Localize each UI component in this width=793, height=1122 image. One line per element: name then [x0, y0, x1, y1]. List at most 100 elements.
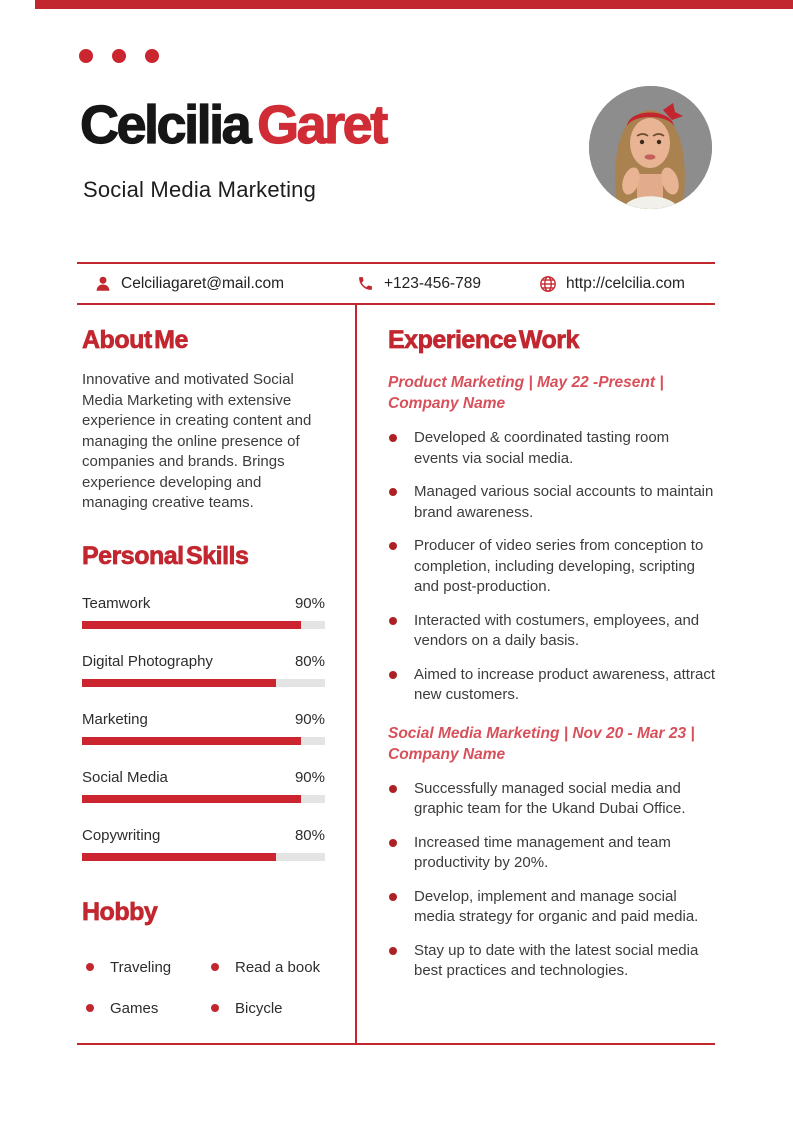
hobby-label: Traveling [110, 958, 172, 976]
contact-bar: Celciliagaret@mail.com +123-456-789 http… [77, 262, 715, 305]
skill-row: Digital Photography 80% [82, 653, 325, 687]
bullet-dot-icon [86, 963, 94, 971]
skill-bar-fill [82, 678, 277, 687]
job-bullet: Develop, implement and manage social med… [388, 887, 715, 928]
skill-head: Marketing 90% [82, 711, 325, 728]
globe-icon [539, 275, 557, 293]
skill-bar-track [82, 620, 325, 629]
skill-head: Teamwork 90% [82, 595, 325, 612]
decorative-dots [79, 49, 159, 63]
skill-bar-fill [82, 794, 301, 803]
skill-label: Social Media [82, 768, 168, 786]
right-column: Experience Work Product Marketing | May … [388, 326, 715, 982]
contact-phone: +123-456-789 [357, 264, 481, 303]
skill-percent: 90% [294, 594, 325, 612]
job-bullet: Stay up to date with the latest social m… [388, 941, 715, 982]
avatar [589, 86, 712, 209]
bullet-text: Successfully managed social media and gr… [414, 779, 686, 818]
skill-bar-track [82, 852, 325, 861]
about-text: Innovative and motivated Social Media Ma… [82, 371, 312, 511]
bullet-dot-icon [86, 1004, 94, 1012]
job-title-line: Social Media Marketing | Nov 20 - Mar 23… [388, 724, 695, 742]
skill-label: Teamwork [82, 594, 151, 612]
column-divider [355, 303, 357, 1043]
hobby-label: Games [110, 999, 159, 1017]
skill-bar-track [82, 736, 325, 745]
bullet-dot-icon [211, 1004, 219, 1012]
contact-website: http://celcilia.com [539, 264, 685, 303]
bullet-dot-icon [389, 784, 397, 793]
bullet-dot-icon [389, 488, 397, 496]
job-bullet: Successfully managed social media and gr… [388, 779, 715, 820]
skill-row: Marketing 90% [82, 711, 325, 745]
job-bullet: Interacted with costumers, employees, an… [388, 611, 715, 652]
skill-row: Copywriting 80% [82, 827, 325, 861]
job-bullet: Aimed to increase product awareness, att… [388, 665, 715, 706]
skill-bar-fill [82, 620, 301, 629]
phone-value: +123-456-789 [384, 274, 481, 292]
bullet-text: Producer of video series from conception… [414, 537, 704, 595]
dot-icon [79, 49, 93, 63]
skill-bar-fill [82, 736, 301, 745]
skill-head: Social Media 90% [82, 769, 325, 786]
bullet-text: Stay up to date with the latest social m… [414, 941, 699, 980]
bullet-dot-icon [211, 963, 219, 971]
bullet-text: Develop, implement and manage social med… [414, 887, 699, 926]
skill-percent: 80% [294, 826, 325, 844]
skill-label: Copywriting [82, 826, 161, 844]
hobby-item: Traveling [82, 959, 207, 976]
skill-row: Social Media 90% [82, 769, 325, 803]
bullet-dot-icon [389, 670, 397, 679]
bullet-text: Increased time management and team produ… [414, 833, 671, 872]
bullet-text: Developed & coordinated tasting room eve… [414, 429, 670, 467]
website-value: http://celcilia.com [566, 274, 685, 292]
about-heading: About Me [82, 326, 189, 355]
person-name: Celcilia Garet [79, 94, 389, 156]
job-bullet: Managed various social accounts to maint… [388, 482, 715, 523]
job-entry: Social Media Marketing | Nov 20 - Mar 23… [388, 723, 715, 982]
experience-heading: Experience Work [388, 326, 580, 355]
bullet-dot-icon [389, 838, 397, 847]
bullet-text: Aimed to increase product awareness, att… [414, 665, 715, 704]
phone-icon [357, 275, 375, 293]
skill-bar-track [82, 678, 325, 687]
dot-icon [112, 49, 126, 63]
skills-heading: Personal Skills [82, 541, 250, 570]
job-role-subtitle: Social Media Marketing [83, 177, 317, 202]
job-title-line: Product Marketing | May 22 -Present | [388, 374, 664, 391]
job-bullet: Producer of video series from conception… [388, 536, 715, 598]
last-name: Garet [257, 94, 389, 155]
dot-icon [145, 49, 159, 63]
bullet-dot-icon [389, 434, 397, 442]
job-bullet: Developed & coordinated tasting room eve… [388, 428, 715, 469]
hobby-item: Games [82, 1000, 207, 1017]
bullet-dot-icon [389, 946, 397, 955]
job-bullet: Increased time management and team produ… [388, 833, 715, 874]
bullet-dot-icon [389, 616, 397, 625]
bullet-text: Managed various social accounts to maint… [414, 483, 714, 521]
hobby-list: Traveling Read a book Games Bicycle [82, 936, 325, 1017]
job-title-line: Company Name [388, 745, 506, 763]
hobby-item: Read a book [207, 959, 325, 976]
hobby-heading: Hobby [82, 897, 158, 926]
bullet-dot-icon [389, 892, 397, 901]
skills-list: Teamwork 90% Digital Photography 80% Mar… [82, 595, 325, 861]
skill-bar-fill [82, 852, 277, 861]
email-value: Celciliagaret@mail.com [121, 274, 285, 292]
bullet-text: Interacted with costumers, employees, an… [414, 611, 700, 650]
top-accent-bar [35, 0, 793, 9]
experience-jobs: Product Marketing | May 22 -Present | Com… [388, 372, 715, 982]
profile-photo-illustration [589, 86, 712, 209]
skill-head: Copywriting 80% [82, 827, 325, 844]
job-entry: Product Marketing | May 22 -Present | Com… [388, 372, 715, 706]
skill-percent: 90% [294, 710, 325, 728]
contact-email: Celciliagaret@mail.com [94, 264, 284, 303]
skill-head: Digital Photography 80% [82, 653, 325, 670]
job-bullets: Successfully managed social media and gr… [388, 779, 715, 982]
skill-bar-track [82, 794, 325, 803]
job-title: Social Media Marketing | Nov 20 - Mar 23… [388, 723, 715, 765]
skill-percent: 90% [294, 768, 325, 786]
person-icon [94, 275, 112, 293]
first-name: Celcilia [79, 94, 252, 155]
hobby-label: Bicycle [235, 999, 283, 1017]
